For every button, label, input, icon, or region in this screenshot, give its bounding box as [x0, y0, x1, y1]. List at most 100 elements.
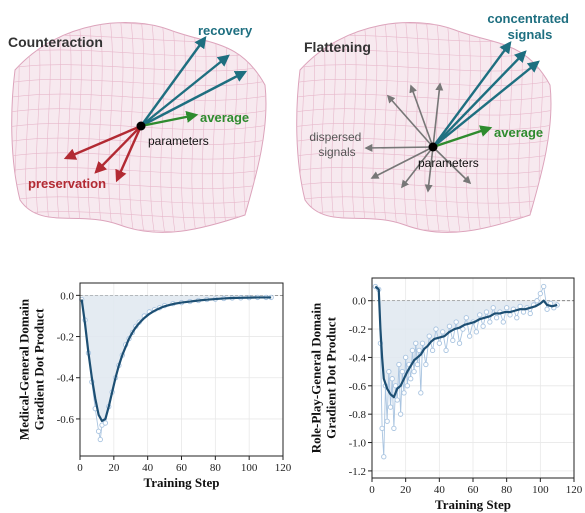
x-tick-label: 120: [566, 484, 583, 496]
dispersed-label: dispersed signals: [309, 130, 364, 159]
x-tick-label: 80: [210, 462, 222, 474]
raw-point: [527, 310, 533, 317]
dispersed-arrow: [401, 146, 434, 189]
recovery-label: recovery: [198, 23, 253, 38]
raw-point: [394, 397, 400, 403]
y-tick-label: -1.0: [349, 438, 367, 450]
raw-point: [483, 309, 490, 315]
raw-point: [416, 347, 422, 353]
raw-point: [463, 315, 469, 321]
medical-general-chart: 0 20 40 60 80 100 120 0.0 -0.2 -0.4 -0.6 Training S…: [17, 282, 292, 490]
raw-point: [397, 411, 404, 417]
average-label: average: [494, 125, 543, 140]
raw-point: [387, 404, 394, 410]
average-arrow: [432, 125, 493, 149]
raw-point: [517, 303, 523, 310]
average-label: average: [200, 110, 249, 125]
raw-point: [450, 337, 456, 344]
raw-point: [436, 340, 442, 346]
raw-point: [381, 454, 387, 460]
axes-frame: [79, 282, 284, 457]
raw-point: [466, 333, 473, 339]
smoothed-series-line: [80, 296, 272, 423]
dispersed-arrows: [364, 82, 472, 193]
x-tick-label: 0: [77, 462, 83, 474]
dispersed-arrow: [386, 94, 434, 148]
x-tick-label: 60: [176, 462, 188, 474]
axes-frame: [371, 277, 575, 479]
dispersed-arrow: [370, 146, 434, 179]
raw-point: [409, 347, 416, 353]
dispersed-arrow: [424, 146, 434, 193]
raw-point: [537, 290, 543, 297]
raw-point: [401, 390, 407, 396]
x-tick-label: 20: [108, 462, 120, 474]
raw-point: [389, 376, 395, 382]
x-tick-label: 20: [400, 484, 412, 496]
raw-point: [480, 323, 486, 329]
raw-point: [514, 315, 520, 321]
preservation-arrow: [63, 124, 142, 160]
y-tick-label: -0.2: [57, 332, 74, 344]
roleplay-general-chart: 0 20 40 60 80 100 120 0.0 -0.2 -0.4 -0.6 -0.8 -1.0 -1…: [309, 277, 583, 512]
raw-point: [443, 347, 449, 353]
raw-point: [411, 368, 417, 375]
dispersed-label-line: signals: [318, 145, 355, 159]
recovery-arrow: [140, 36, 207, 127]
raw-point: [408, 376, 414, 382]
preservation-label: preservation: [28, 176, 106, 191]
preservation-arrow: [115, 125, 143, 183]
raw-point: [379, 425, 385, 432]
raw-point: [418, 390, 424, 396]
dispersed-arrow: [364, 143, 434, 152]
raw-point: [507, 312, 513, 318]
y-tick-label: -0.4: [349, 352, 367, 364]
x-tick-label: 40: [434, 484, 446, 496]
raw-point: [544, 306, 550, 312]
y-axis-title-line: Gradient Dot Product: [324, 316, 339, 438]
dispersed-label-line: dispersed: [309, 130, 361, 144]
concentrated-label-line: signals: [508, 27, 553, 42]
area-fill: [375, 300, 558, 398]
x-tick-label: 40: [142, 462, 154, 474]
raw-point: [534, 298, 540, 304]
y-tick-label: -0.4: [57, 373, 75, 385]
counteraction-diagram: Counteraction recovery average parameter…: [8, 22, 267, 233]
raw-point: [453, 319, 459, 325]
raw-point: [429, 347, 436, 353]
raw-point: [419, 340, 426, 346]
concentrated-label-line: concentrated: [487, 11, 569, 26]
raw-point: [541, 283, 547, 290]
raw-point: [396, 361, 402, 368]
average-arrow: [140, 110, 199, 128]
raw-point: [477, 312, 483, 318]
raw-point: [433, 326, 439, 332]
raw-point: [500, 319, 506, 325]
y-tick-label: -0.6: [57, 414, 75, 426]
y-tick-label: -0.8: [349, 409, 367, 421]
area-fill: [81, 295, 272, 421]
raw-point: [473, 329, 480, 335]
x-tick-label: 120: [275, 462, 292, 474]
x-tick-label: 80: [501, 484, 513, 496]
raw-point: [102, 420, 109, 426]
y-tick-label: -1.2: [349, 466, 366, 478]
raw-point: [446, 323, 453, 329]
raw-point: [493, 315, 500, 321]
dispersed-arrow: [432, 82, 444, 148]
x-tick-label: 100: [532, 484, 549, 496]
raw-point: [423, 361, 429, 368]
raw-point: [386, 368, 392, 375]
flattening-diagram: Flattening concentrated signals average …: [296, 11, 572, 233]
raw-point: [440, 329, 446, 335]
raw-point: [97, 436, 103, 443]
parameters-label: parameters: [148, 134, 209, 148]
x-tick-label: 60: [468, 484, 480, 496]
diagram-title: Counteraction: [8, 34, 103, 50]
preservation-arrow: [94, 125, 142, 174]
y-tick-label: 0.0: [60, 290, 74, 302]
concentrated-label: concentrated signals: [487, 11, 572, 42]
raw-point: [520, 309, 527, 315]
recovery-arrow: [140, 54, 230, 127]
x-tick-label: 0: [369, 484, 375, 496]
